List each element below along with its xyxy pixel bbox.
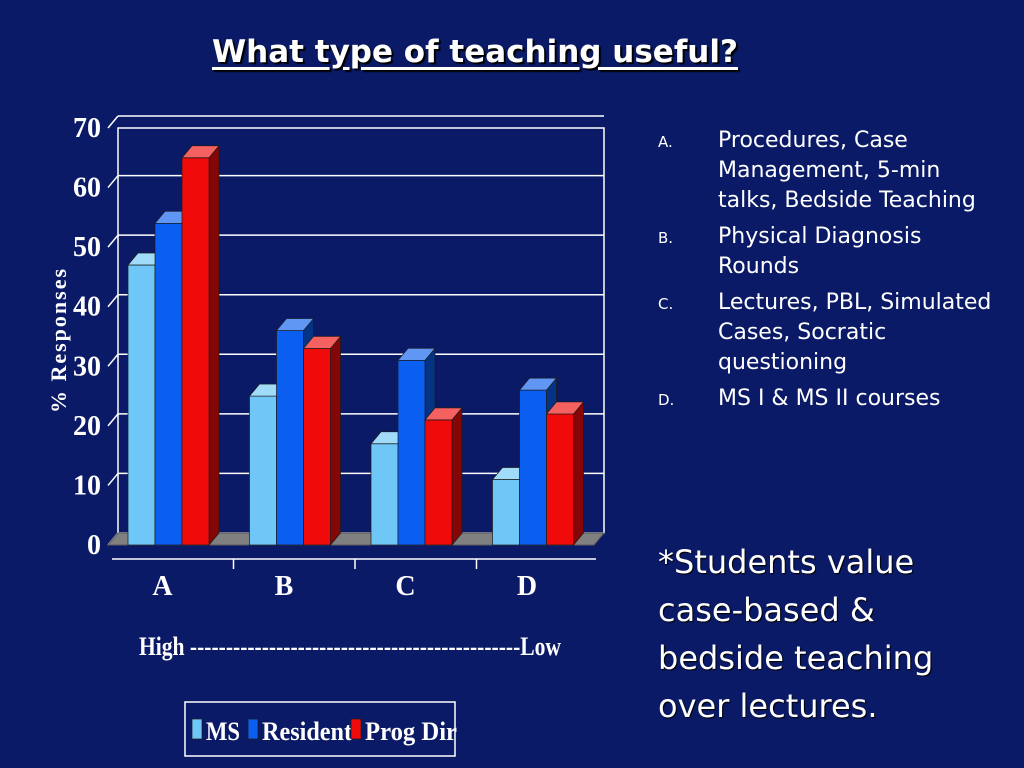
- x-tick-label: B: [275, 571, 294, 602]
- bullet-item-b: B. Physical Diagnosis Rounds: [658, 222, 1003, 282]
- bar: [370, 443, 399, 546]
- y-tick-label: 0: [87, 530, 101, 561]
- y-tick-label: 30: [73, 351, 101, 382]
- bullet-text: Procedures, Case Management, 5-min talks…: [718, 128, 976, 213]
- y-tick-label: 60: [73, 173, 101, 204]
- bullet-text: MS I & MS II courses: [718, 386, 941, 411]
- bar-top: [302, 336, 342, 349]
- bullet-marker: C.: [658, 295, 674, 313]
- bar-side: [451, 406, 463, 546]
- bar-side: [330, 335, 341, 546]
- bar: [492, 479, 520, 546]
- bar: [424, 419, 453, 546]
- x-tick-label: D: [517, 571, 537, 602]
- bar-top: [424, 407, 463, 421]
- bar: [249, 395, 277, 546]
- bar: [154, 222, 183, 546]
- bullet-marker: D.: [658, 391, 675, 409]
- x-axis-label: High -----------------------------------…: [139, 632, 561, 661]
- bullet-item-c: C. Lectures, PBL, Simulated Cases, Socrat…: [658, 288, 1003, 378]
- gridline-side: [107, 294, 119, 308]
- bar: [127, 264, 156, 546]
- slide-title: What type of teaching useful?: [211, 34, 738, 70]
- y-tick-labels: 0 10 20 30 40 50 60 70: [73, 113, 101, 561]
- bar: [303, 348, 331, 546]
- gridline-side: [107, 353, 119, 367]
- legend-label: MS: [206, 717, 240, 746]
- gridline-side: [107, 472, 119, 486]
- bullet-text: Physical Diagnosis Rounds: [718, 224, 922, 279]
- legend-swatch: [191, 718, 203, 740]
- bullet-list: A. Procedures, Case Management, 5-min tal…: [658, 126, 1003, 420]
- bar: [397, 359, 426, 546]
- bar: [276, 330, 304, 546]
- legend-label: Resident: [262, 717, 352, 746]
- y-tick-label: 40: [73, 292, 101, 323]
- legend-label: Prog Dir: [365, 717, 457, 746]
- legend-swatch: [350, 718, 362, 740]
- bar-chart: 0 10 20 30 40 50 60 70 A B C D % Responses High --…: [46, 113, 606, 757]
- bar-side: [573, 400, 584, 546]
- bar-top: [275, 318, 315, 331]
- x-tick-label: A: [152, 571, 173, 602]
- gridline-side: [107, 175, 119, 189]
- bar-top: [181, 145, 220, 159]
- y-tick-label: 70: [73, 113, 101, 144]
- legend: MS Resident Prog Dir: [184, 701, 457, 757]
- legend-swatch: [247, 718, 259, 740]
- gridline-side: [107, 413, 119, 427]
- bullet-text: Lectures, PBL, Simulated Cases, Socratic…: [718, 290, 992, 375]
- y-tick-label: 50: [73, 232, 101, 263]
- bar: [519, 389, 547, 546]
- bar-side: [208, 144, 220, 546]
- gridline-side: [107, 234, 119, 248]
- x-tick-labels: A B C D: [152, 559, 537, 602]
- bar: [181, 157, 210, 546]
- y-axis-label: % Responses: [46, 267, 71, 413]
- y-tick-label: 20: [73, 411, 101, 442]
- x-tick-label: C: [395, 571, 415, 602]
- bar: [546, 413, 574, 546]
- y-tick-label: 10: [73, 470, 101, 501]
- takeaway-note: *Students value case-based & bedside tea…: [658, 543, 934, 725]
- bullet-marker: B.: [658, 229, 674, 247]
- bullet-marker: A.: [658, 133, 673, 151]
- legend-box: [184, 701, 456, 757]
- bullet-item-d: D. MS I & MS II courses: [658, 384, 1003, 414]
- bars: [127, 144, 585, 546]
- bullet-item-a: A. Procedures, Case Management, 5-min tal…: [658, 126, 1003, 216]
- bar-top: [397, 347, 436, 361]
- bar-top: [518, 377, 558, 391]
- gridline-side: [107, 115, 119, 129]
- bar-top: [545, 401, 585, 415]
